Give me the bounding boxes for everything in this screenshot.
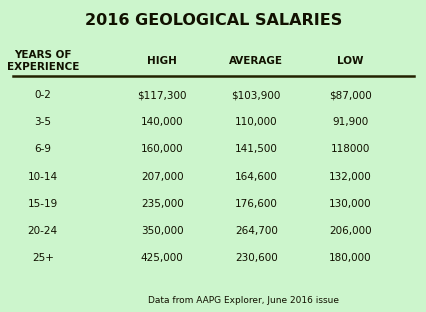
Text: HIGH: HIGH xyxy=(147,56,177,66)
Text: 10-14: 10-14 xyxy=(28,172,58,182)
Text: 164,600: 164,600 xyxy=(234,172,277,182)
Text: AVERAGE: AVERAGE xyxy=(229,56,282,66)
Text: 350,000: 350,000 xyxy=(141,226,183,236)
Text: 176,600: 176,600 xyxy=(234,199,277,209)
Text: 118000: 118000 xyxy=(330,144,369,154)
Text: 264,700: 264,700 xyxy=(234,226,277,236)
Text: $103,900: $103,900 xyxy=(231,90,280,100)
Text: Data from AAPG Explorer, June 2016 issue: Data from AAPG Explorer, June 2016 issue xyxy=(147,296,338,305)
Text: 0-2: 0-2 xyxy=(34,90,51,100)
Text: 180,000: 180,000 xyxy=(328,253,371,263)
Text: 20-24: 20-24 xyxy=(28,226,58,236)
Text: YEARS OF
EXPERIENCE: YEARS OF EXPERIENCE xyxy=(6,50,79,72)
Text: 132,000: 132,000 xyxy=(328,172,371,182)
Text: $87,000: $87,000 xyxy=(328,90,371,100)
Text: 425,000: 425,000 xyxy=(141,253,183,263)
Text: 160,000: 160,000 xyxy=(141,144,183,154)
Text: 3-5: 3-5 xyxy=(34,117,51,127)
Text: 15-19: 15-19 xyxy=(28,199,58,209)
Text: 206,000: 206,000 xyxy=(328,226,371,236)
Text: 207,000: 207,000 xyxy=(141,172,183,182)
Text: 130,000: 130,000 xyxy=(328,199,371,209)
Text: 91,900: 91,900 xyxy=(331,117,367,127)
Text: LOW: LOW xyxy=(336,56,363,66)
Text: $117,300: $117,300 xyxy=(137,90,187,100)
Text: 25+: 25+ xyxy=(32,253,54,263)
Text: 230,600: 230,600 xyxy=(234,253,277,263)
Text: 141,500: 141,500 xyxy=(234,144,277,154)
Text: 6-9: 6-9 xyxy=(34,144,51,154)
Text: 235,000: 235,000 xyxy=(141,199,183,209)
Text: 140,000: 140,000 xyxy=(141,117,183,127)
Text: 110,000: 110,000 xyxy=(234,117,277,127)
Text: 2016 GEOLOGICAL SALARIES: 2016 GEOLOGICAL SALARIES xyxy=(85,13,341,28)
